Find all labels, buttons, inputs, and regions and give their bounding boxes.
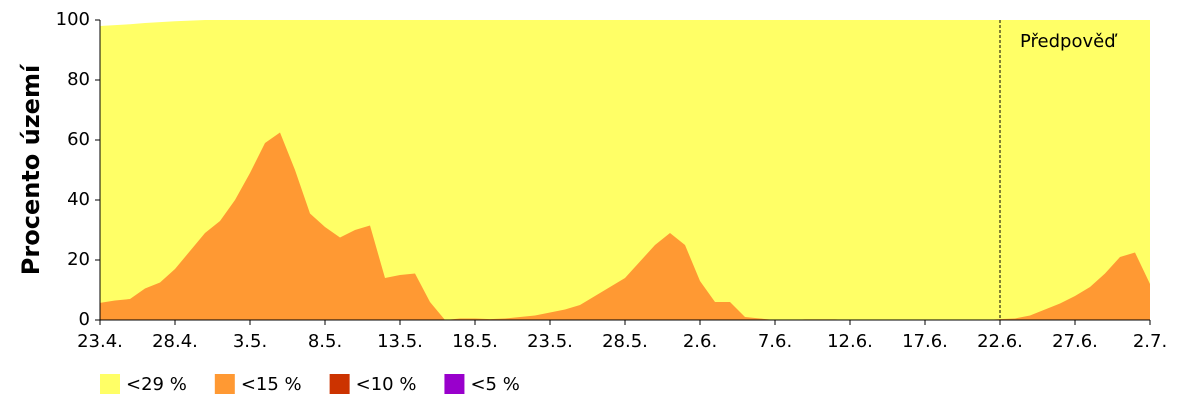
x-tick-label: 3.5. <box>233 331 267 352</box>
x-tick-label: 18.5. <box>452 331 498 352</box>
area <box>100 132 1150 320</box>
y-tick-label: 0 <box>79 309 90 330</box>
legend-label: <29 % <box>126 374 187 395</box>
x-tick-label: 8.5. <box>308 331 342 352</box>
x-tick-label: 2.6. <box>683 331 717 352</box>
x-tick-label: 7.6. <box>758 331 792 352</box>
x-tick-label: 28.4. <box>152 331 198 352</box>
x-tick-label: 22.6. <box>977 331 1023 352</box>
x-tick-label: 12.6. <box>827 331 873 352</box>
legend-swatch <box>444 374 465 394</box>
y-tick-label: 20 <box>67 249 90 270</box>
y-tick-label: 100 <box>56 9 90 30</box>
legend-swatch <box>100 374 120 394</box>
x-tick-label: 17.6. <box>902 331 948 352</box>
legend-label: <5 % <box>470 374 519 395</box>
x-tick-label: 13.5. <box>377 331 423 352</box>
y-tick-label: 40 <box>67 189 90 210</box>
y-tick-label: 60 <box>67 129 90 150</box>
x-tick-label: 28.5. <box>602 331 648 352</box>
legend-swatch <box>214 374 235 394</box>
y-tick-label: 80 <box>67 69 90 90</box>
x-tick-label: 23.5. <box>527 331 573 352</box>
x-tick-label: 2.7. <box>1133 331 1167 352</box>
y-axis-label: Procento území <box>17 63 45 275</box>
legend-label: <10 % <box>356 374 417 395</box>
legend-swatch <box>329 374 350 394</box>
x-tick-label: 27.6. <box>1052 331 1098 352</box>
legend-label: <15 % <box>241 374 302 395</box>
annotation: Předpověď <box>1020 31 1118 52</box>
x-tick-label: 23.4. <box>77 331 123 352</box>
